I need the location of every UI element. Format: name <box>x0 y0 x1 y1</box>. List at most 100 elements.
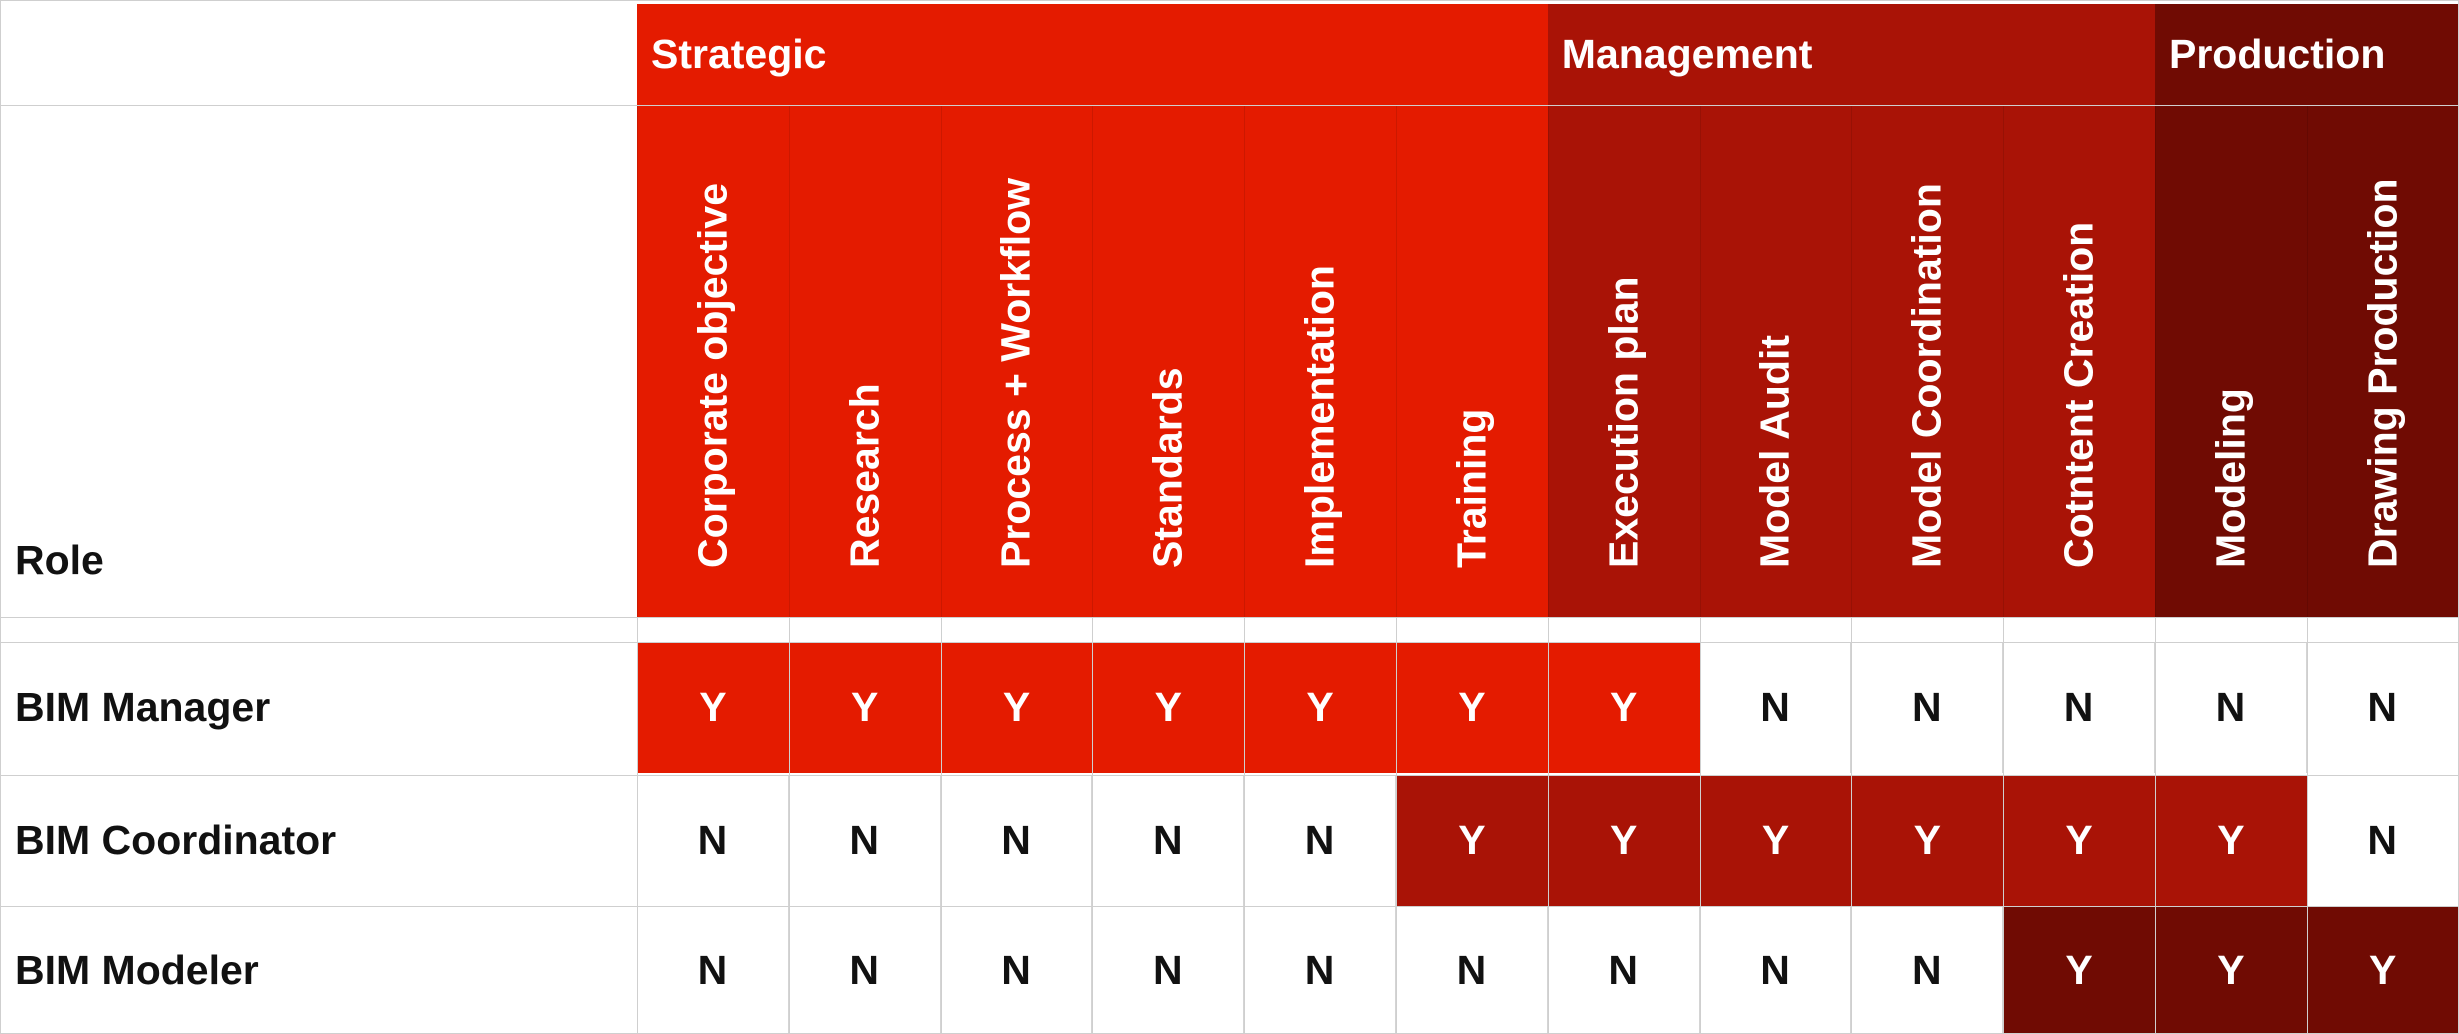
column-divider <box>788 105 790 617</box>
cell-no: N <box>788 775 941 906</box>
cell-yes: Y <box>1547 642 1700 773</box>
grid-column-line <box>2155 617 2156 1034</box>
row-label: BIM Coordinator <box>15 817 337 863</box>
cell-no: N <box>1092 775 1245 906</box>
cell-no: N <box>940 775 1093 906</box>
column-header: Research <box>789 105 941 617</box>
column-header: Model Audit <box>1700 105 1852 617</box>
cell-no: N <box>788 906 941 1034</box>
row-divider <box>0 105 2459 106</box>
cell-no: N <box>1699 906 1852 1034</box>
column-header: Standards <box>1092 105 1244 617</box>
row-divider <box>0 906 2459 907</box>
cell-no: N <box>637 775 789 906</box>
cell-no: N <box>2306 642 2459 773</box>
column-header-label: Model Coordination <box>1903 183 1950 568</box>
cell-no: N <box>1092 906 1245 1034</box>
outer-border <box>0 0 1 1034</box>
column-divider <box>637 105 638 617</box>
grid-column-line <box>637 617 638 1034</box>
cell-yes: Y <box>2306 906 2459 1034</box>
column-header: Cotntent Creation <box>2003 105 2155 617</box>
cell-yes: Y <box>2003 906 2155 1034</box>
cell-no: N <box>1699 642 1852 773</box>
cell-no: N <box>2155 642 2307 773</box>
grid-column-line <box>1547 617 1549 1034</box>
column-header-label: Corporate objective <box>689 182 736 568</box>
row-label: BIM Manager <box>15 684 271 730</box>
column-header-label: Process + Workflow <box>992 177 1039 568</box>
column-divider <box>1244 105 1246 617</box>
column-divider <box>940 105 942 617</box>
group-header: Management <box>1561 31 1813 77</box>
column-header: Model Coordination <box>1851 105 2003 617</box>
cell-no: N <box>1851 906 2004 1034</box>
grid-column-line <box>1699 617 1701 1034</box>
column-header: Execution plan <box>1548 105 1700 617</box>
row-divider <box>0 617 2459 618</box>
cell-no: N <box>2003 642 2155 773</box>
column-divider <box>2306 105 2308 617</box>
column-divider <box>2003 105 2005 617</box>
column-header-label: Drawing Production <box>2359 178 2406 569</box>
column-divider <box>1092 105 1094 617</box>
column-header-label: Research <box>841 383 888 568</box>
grid-column-line <box>1244 617 1246 1034</box>
grid-column-line <box>1092 617 1094 1034</box>
group-header: Production <box>2169 31 2386 77</box>
column-divider <box>2155 105 2156 617</box>
cell-yes: Y <box>1244 642 1396 773</box>
column-divider <box>1547 105 1549 617</box>
column-header-label: Standards <box>1144 367 1191 569</box>
column-divider <box>1699 105 1701 617</box>
grid-column-line <box>940 617 942 1034</box>
group-background-2 <box>2155 4 2459 617</box>
cell-yes: Y <box>1851 775 2004 906</box>
column-divider <box>1851 105 1853 617</box>
cell-no: N <box>1244 775 1396 906</box>
column-header: Drawing Production <box>2307 105 2459 617</box>
column-header-label: Training <box>1448 408 1495 568</box>
row-divider <box>0 0 2459 1</box>
column-header-label: Modeling <box>2207 388 2254 568</box>
row-divider <box>0 775 2459 776</box>
role-column-header: Role <box>15 537 104 583</box>
grid-column-line <box>2306 617 2308 1034</box>
cell-yes: Y <box>2003 775 2155 906</box>
column-header: Corporate objective <box>637 105 789 617</box>
row-label: BIM Modeler <box>15 946 259 993</box>
cell-no: N <box>1547 906 1700 1034</box>
grid-column-line <box>2003 617 2005 1034</box>
column-header-label: Execution plan <box>1600 276 1647 568</box>
column-header: Process + Workflow <box>941 105 1093 617</box>
grid-column-line <box>788 617 790 1034</box>
column-header-label: Cotntent Creation <box>2055 221 2102 568</box>
grid-column-line <box>1396 617 1397 1034</box>
cell-no: N <box>1396 906 1548 1034</box>
column-divider <box>1396 105 1397 617</box>
cell-yes: Y <box>637 642 789 773</box>
grid-column-line <box>1851 617 1853 1034</box>
column-header: Training <box>1396 105 1548 617</box>
cell-yes: Y <box>2155 775 2307 906</box>
cell-yes: Y <box>1396 642 1548 773</box>
column-header: Implementation <box>1244 105 1396 617</box>
column-header: Modeling <box>2155 105 2307 617</box>
cell-yes: Y <box>1547 775 1700 906</box>
cell-no: N <box>1851 642 2004 773</box>
cell-yes: Y <box>1092 642 1245 773</box>
row-divider <box>0 642 2459 643</box>
cell-yes: Y <box>2155 906 2307 1034</box>
group-header: Strategic <box>651 31 827 77</box>
cell-no: N <box>637 906 789 1034</box>
cell-no: N <box>2306 775 2459 906</box>
cell-yes: Y <box>788 642 941 773</box>
column-header-label: Model Audit <box>1751 334 1798 568</box>
group-background-0 <box>637 4 1548 617</box>
column-header-label: Implementation <box>1296 265 1343 568</box>
group-background-1 <box>1547 4 2155 617</box>
cell-yes: Y <box>940 642 1093 773</box>
cell-no: N <box>940 906 1093 1034</box>
cell-yes: Y <box>1699 775 1852 906</box>
